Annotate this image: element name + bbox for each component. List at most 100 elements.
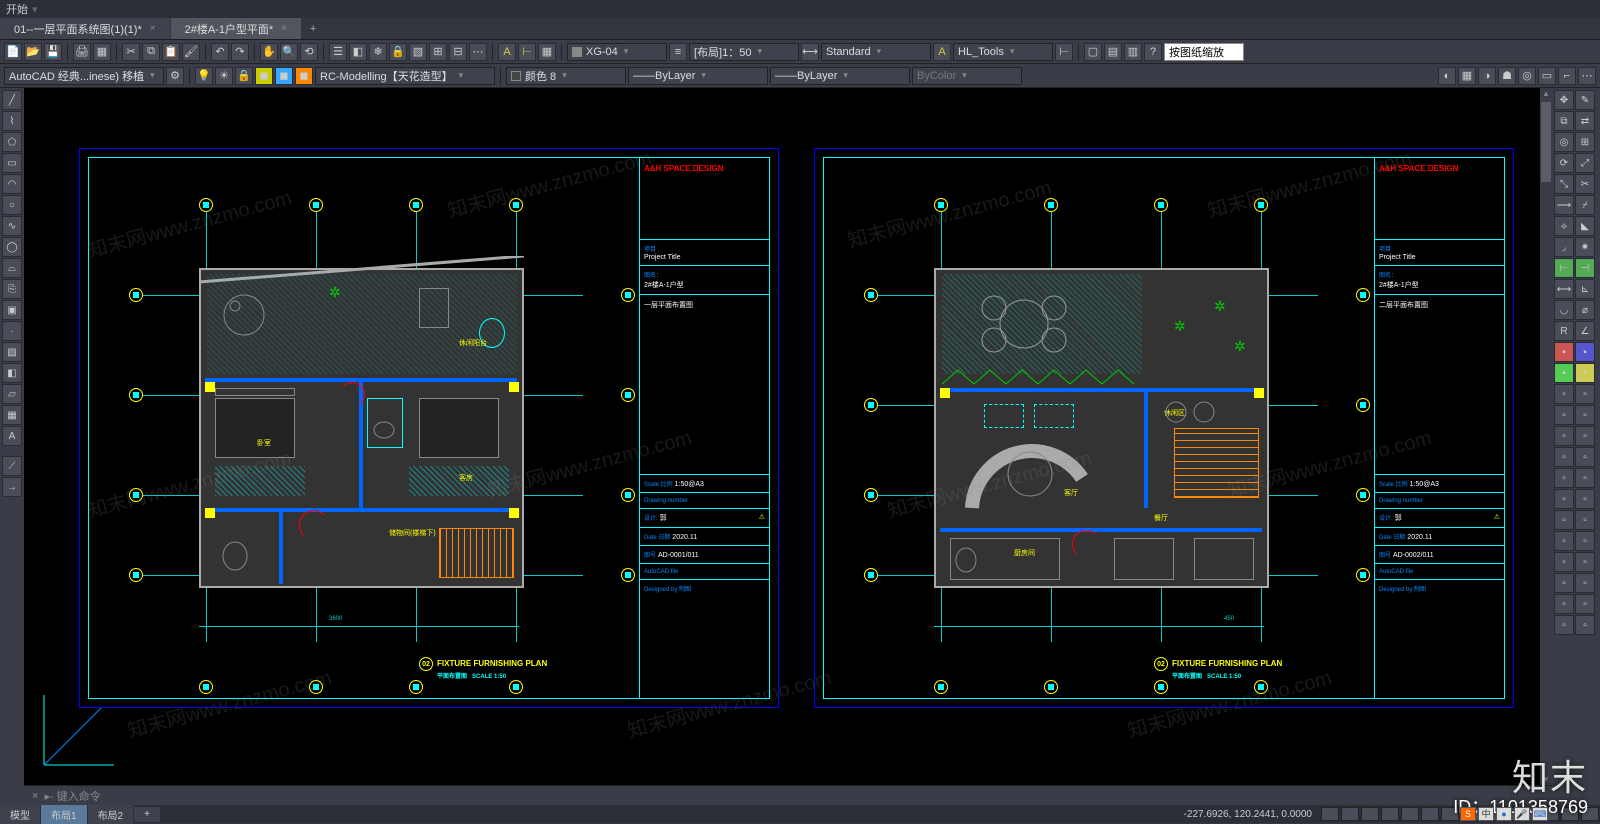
group-icon[interactable]: ⊞	[429, 43, 447, 61]
new-icon[interactable]: 📄	[4, 43, 22, 61]
status-tab-model[interactable]: 模型	[0, 805, 40, 824]
ext13-icon[interactable]: ▫	[1554, 468, 1574, 488]
status-tab-layout2[interactable]: 布局2	[88, 805, 134, 824]
dim-icon[interactable]: ⊢	[518, 43, 536, 61]
ext11-icon[interactable]: ▫	[1554, 447, 1574, 467]
pline-icon[interactable]: ⌇	[2, 111, 22, 131]
ext20-icon[interactable]: ▫	[1575, 531, 1595, 551]
status-tab-layout1[interactable]: 布局1	[41, 805, 87, 824]
layer-iso-icon[interactable]: ◧	[349, 43, 367, 61]
workspace-dropdown[interactable]: AutoCAD 经典...inese) 移植	[4, 67, 164, 85]
ext4-icon[interactable]: ▪	[1575, 363, 1595, 383]
dim7-icon[interactable]: R	[1554, 321, 1574, 341]
tab-file-2[interactable]: 2#楼A-1户型平面*×	[171, 18, 301, 39]
join-icon[interactable]: ⟡	[1554, 216, 1574, 236]
bulb-icon[interactable]: 💡	[195, 67, 213, 85]
dim1-icon[interactable]: ⊢	[1554, 258, 1574, 278]
start-menu[interactable]: 开始	[6, 1, 28, 17]
scale2-icon[interactable]: ⤢	[1575, 153, 1595, 173]
osnap-icon[interactable]	[1401, 807, 1419, 821]
table-icon[interactable]: ▦	[538, 43, 556, 61]
extend-icon[interactable]: ⟶	[1554, 195, 1574, 215]
block-icon[interactable]: ▣	[2, 300, 22, 320]
ext25-icon[interactable]: ▫	[1554, 594, 1574, 614]
drawing-canvas[interactable]: A&H SPACE DESIGN 项目Project Title 图名：2#楼A…	[24, 88, 1552, 785]
new-tab-button[interactable]: +	[302, 18, 324, 39]
ext14-icon[interactable]: ▫	[1575, 468, 1595, 488]
ray-icon[interactable]: →	[2, 477, 22, 497]
status-tab-add[interactable]: +	[134, 807, 160, 822]
fillet-icon[interactable]: ◞	[1554, 237, 1574, 257]
mtext-icon[interactable]: A	[2, 426, 22, 446]
close-icon[interactable]: ×	[281, 23, 287, 34]
close-icon[interactable]: ×	[150, 23, 156, 34]
insert-icon[interactable]: ⎘	[2, 279, 22, 299]
textstyle-icon[interactable]: A	[933, 43, 951, 61]
ext27-icon[interactable]: ▫	[1554, 615, 1574, 635]
save-icon[interactable]: 💾	[44, 43, 62, 61]
sq2-icon[interactable]: ◼	[275, 67, 293, 85]
snap-icon[interactable]	[1321, 807, 1339, 821]
ext15-icon[interactable]: ▫	[1554, 489, 1574, 509]
layer-props-icon[interactable]: ≡	[669, 43, 687, 61]
dim3-icon[interactable]: ⟷	[1554, 279, 1574, 299]
layout-scale-dropdown[interactable]: [布局]1：50	[689, 43, 799, 61]
render-icon[interactable]: ◐	[1438, 67, 1456, 85]
cascade-icon[interactable]: ▤	[1104, 43, 1122, 61]
ext10-icon[interactable]: ▫	[1575, 426, 1595, 446]
arc-icon[interactable]: ◠	[2, 174, 22, 194]
sq3-icon[interactable]: ◼	[295, 67, 313, 85]
circle-icon[interactable]: ○	[2, 195, 22, 215]
layer-icon[interactable]: ☰	[329, 43, 347, 61]
window-icon[interactable]: ▢	[1084, 43, 1102, 61]
rotate-icon[interactable]: ⟳	[1554, 153, 1574, 173]
extra-icon[interactable]: ⋯	[1578, 67, 1596, 85]
sq1-icon[interactable]: ◼	[255, 67, 273, 85]
ext3-icon[interactable]: ▪	[1554, 363, 1574, 383]
zoom-mode-input[interactable]	[1164, 43, 1244, 61]
redo-icon[interactable]: ↷	[231, 43, 249, 61]
point-icon[interactable]: ·	[2, 321, 22, 341]
color-dropdown[interactable]: 颜色 8	[506, 67, 626, 85]
paste-icon[interactable]: 📋	[162, 43, 180, 61]
otrack-icon[interactable]	[1421, 807, 1439, 821]
cut-icon[interactable]: ✂	[122, 43, 140, 61]
copy2-icon[interactable]: ⧉	[1554, 111, 1574, 131]
xline-icon[interactable]: ⟋	[2, 456, 22, 476]
line-icon[interactable]: ╱	[2, 90, 22, 110]
explode-icon[interactable]: ✷	[1575, 237, 1595, 257]
ext18-icon[interactable]: ▫	[1575, 510, 1595, 530]
ortho-icon[interactable]	[1361, 807, 1379, 821]
tab-file-1[interactable]: 01--一层平面系统图(1)(1)*×	[0, 18, 170, 39]
layer-freeze-icon[interactable]: ❄	[369, 43, 387, 61]
chamfer-icon[interactable]: ◣	[1575, 216, 1595, 236]
hide-icon[interactable]: ☗	[1498, 67, 1516, 85]
undo-icon[interactable]: ↶	[211, 43, 229, 61]
ungroup-icon[interactable]: ⊟	[449, 43, 467, 61]
ext19-icon[interactable]: ▫	[1554, 531, 1574, 551]
gradient-icon[interactable]: ◧	[2, 363, 22, 383]
dim4-icon[interactable]: ⊾	[1575, 279, 1595, 299]
pan-icon[interactable]: ✋	[260, 43, 278, 61]
trim-icon[interactable]: ✂	[1575, 174, 1595, 194]
help-icon[interactable]: ?	[1144, 43, 1162, 61]
zoom-icon[interactable]: 🔍	[280, 43, 298, 61]
match-icon[interactable]: 🖌	[182, 43, 200, 61]
grid-icon[interactable]	[1341, 807, 1359, 821]
layer-color-icon[interactable]: ▧	[409, 43, 427, 61]
ext28-icon[interactable]: ▫	[1575, 615, 1595, 635]
linetype-dropdown[interactable]: —— ByLayer	[628, 67, 768, 85]
gear-icon[interactable]: ⚙	[166, 67, 184, 85]
earc-icon[interactable]: ⌓	[2, 258, 22, 278]
offset-icon[interactable]: ◎	[1554, 132, 1574, 152]
ext21-icon[interactable]: ▫	[1554, 552, 1574, 572]
text-icon[interactable]: A	[498, 43, 516, 61]
lineweight-dropdown[interactable]: —— ByLayer	[770, 67, 910, 85]
ext16-icon[interactable]: ▫	[1575, 489, 1595, 509]
ucs-icon[interactable]: ⌐	[1558, 67, 1576, 85]
orbit-icon[interactable]: ⟲	[300, 43, 318, 61]
copy-icon[interactable]: ⧉	[142, 43, 160, 61]
dimstyle-dropdown[interactable]: HL_Tools	[953, 43, 1053, 61]
textstyle-dropdown[interactable]: Standard	[821, 43, 931, 61]
ext9-icon[interactable]: ▫	[1554, 426, 1574, 446]
